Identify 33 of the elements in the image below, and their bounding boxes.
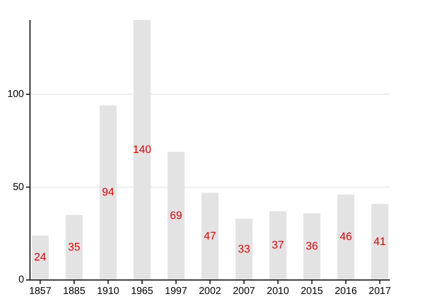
data-label: 37 [272, 240, 284, 252]
y-tick-label: 0 [18, 274, 24, 286]
bar [202, 192, 218, 280]
data-label: 69 [170, 210, 182, 222]
data-label: 24 [34, 252, 46, 264]
data-label: 36 [306, 240, 318, 252]
bar [32, 235, 49, 280]
x-tick-label: 2002 [198, 286, 222, 297]
x-tick-label: 2015 [300, 286, 324, 297]
bar [371, 204, 388, 280]
x-tick-label: 1910 [96, 286, 120, 297]
data-label: 33 [238, 243, 250, 256]
bar [66, 215, 83, 280]
bar [269, 211, 286, 280]
x-tick-label: 1885 [63, 286, 86, 297]
x-tick-label: 1965 [130, 286, 154, 297]
data-label: 46 [340, 231, 352, 244]
y-tick-label: 50 [12, 182, 24, 193]
bar [337, 194, 354, 280]
data-label: 140 [132, 144, 152, 156]
x-tick-label: 1997 [164, 286, 188, 297]
x-tick-label: 2007 [232, 286, 256, 297]
data-label: 47 [204, 230, 216, 242]
x-tick-label: 2017 [368, 286, 392, 297]
data-label: 41 [374, 236, 386, 248]
x-tick-label: 2016 [334, 286, 358, 297]
bar [235, 218, 252, 280]
x-tick-label: 1857 [29, 286, 52, 297]
data-label: 35 [68, 241, 80, 254]
bar [303, 213, 320, 280]
y-tick-label: 100 [7, 88, 24, 100]
data-label: 94 [102, 186, 114, 199]
x-tick-label: 2010 [266, 286, 290, 297]
